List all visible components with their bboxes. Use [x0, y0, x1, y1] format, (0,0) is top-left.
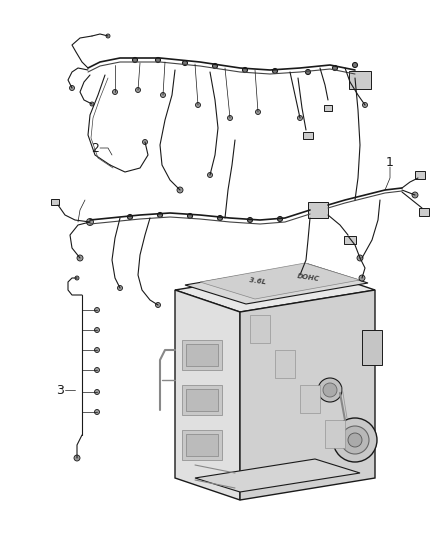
Text: 3.6L: 3.6L [249, 277, 267, 285]
Bar [186, 344, 218, 366]
Circle shape [357, 255, 363, 261]
Circle shape [155, 303, 160, 308]
Bar [186, 434, 218, 456]
Circle shape [195, 102, 201, 108]
Circle shape [212, 63, 218, 69]
Circle shape [297, 116, 303, 120]
Circle shape [359, 275, 365, 281]
Circle shape [323, 383, 337, 397]
Circle shape [341, 426, 369, 454]
Circle shape [77, 255, 83, 261]
Circle shape [208, 173, 212, 177]
Circle shape [187, 214, 192, 219]
Circle shape [318, 378, 342, 402]
Circle shape [95, 390, 99, 394]
Circle shape [247, 217, 252, 222]
Circle shape [158, 213, 162, 217]
Bar [325, 420, 345, 448]
Polygon shape [200, 263, 360, 299]
Bar [344, 236, 356, 244]
Circle shape [255, 109, 261, 115]
Polygon shape [175, 290, 240, 500]
Bar [349, 71, 371, 89]
Circle shape [95, 409, 99, 415]
Circle shape [95, 327, 99, 333]
Bar [362, 330, 382, 365]
Polygon shape [240, 290, 375, 500]
Circle shape [135, 87, 141, 93]
Bar [182, 340, 222, 370]
Polygon shape [185, 264, 368, 304]
Bar [324, 105, 332, 111]
Circle shape [86, 219, 93, 225]
Bar [308, 202, 328, 218]
Circle shape [272, 69, 278, 74]
Circle shape [183, 61, 187, 66]
Circle shape [142, 140, 148, 144]
Circle shape [70, 85, 74, 91]
Circle shape [333, 418, 377, 462]
Circle shape [74, 455, 80, 461]
Circle shape [160, 93, 166, 98]
Circle shape [127, 214, 133, 220]
Bar [250, 315, 270, 343]
Circle shape [95, 367, 99, 373]
Text: 1: 1 [386, 156, 394, 168]
Circle shape [90, 102, 94, 106]
Circle shape [363, 102, 367, 108]
Circle shape [412, 192, 418, 198]
Text: 2: 2 [91, 141, 99, 155]
Polygon shape [175, 268, 375, 312]
Circle shape [95, 308, 99, 312]
Circle shape [106, 34, 110, 38]
Circle shape [95, 348, 99, 352]
Circle shape [113, 90, 117, 94]
Circle shape [133, 58, 138, 62]
Circle shape [117, 286, 123, 290]
Circle shape [353, 62, 357, 68]
Circle shape [227, 116, 233, 120]
Bar [186, 389, 218, 411]
Circle shape [75, 276, 79, 280]
Bar [51, 199, 59, 205]
Circle shape [243, 68, 247, 72]
Bar [182, 385, 222, 415]
Circle shape [278, 216, 283, 222]
Polygon shape [195, 459, 360, 492]
Circle shape [155, 58, 160, 62]
Bar [275, 350, 295, 378]
Text: DOHC: DOHC [297, 273, 320, 282]
Circle shape [305, 69, 311, 75]
Bar [303, 132, 313, 139]
Circle shape [348, 433, 362, 447]
Bar [419, 208, 429, 216]
Bar [415, 171, 425, 179]
Circle shape [177, 187, 183, 193]
Circle shape [218, 215, 223, 221]
Bar [182, 430, 222, 460]
Bar [300, 385, 320, 413]
Text: 3: 3 [56, 384, 64, 397]
Circle shape [332, 66, 338, 70]
